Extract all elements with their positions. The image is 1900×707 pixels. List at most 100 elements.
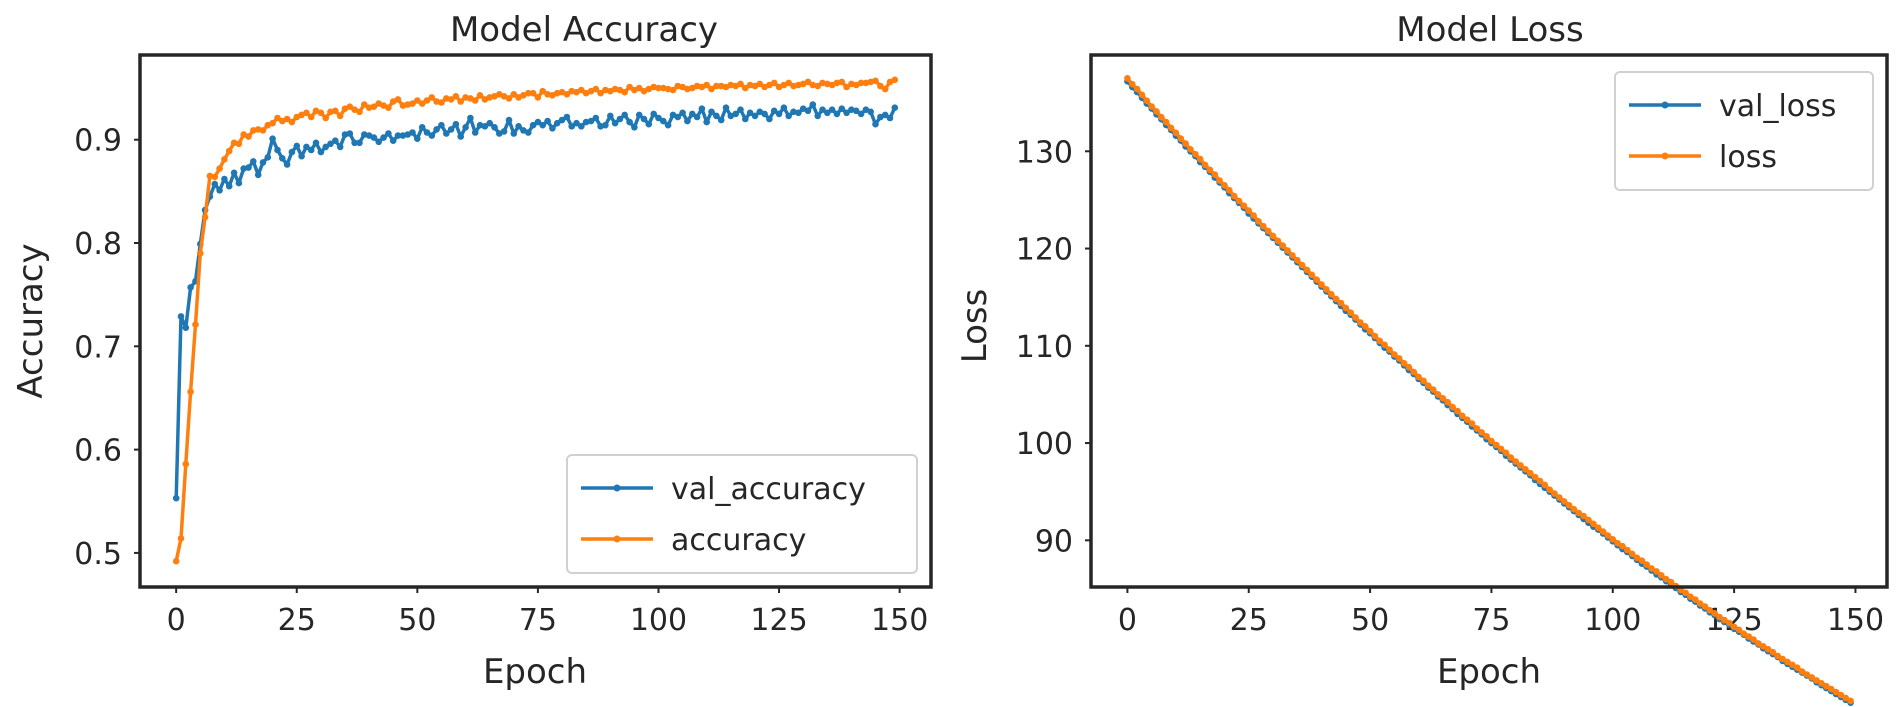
data-point	[346, 130, 354, 137]
data-point	[1517, 462, 1524, 469]
data-point	[385, 130, 392, 137]
data-point	[254, 171, 262, 179]
data-point	[1235, 197, 1243, 205]
data-point	[1721, 616, 1728, 624]
data-point	[375, 138, 383, 146]
data-point	[746, 81, 754, 89]
data-point	[505, 95, 513, 102]
data-point	[891, 76, 899, 84]
data-point	[1570, 505, 1578, 513]
data-point	[1740, 630, 1748, 637]
x-tick-label: 100	[630, 603, 687, 638]
data-point	[510, 130, 518, 137]
data-point	[838, 105, 846, 112]
legend-label: loss	[1719, 140, 1777, 175]
data-point	[245, 164, 252, 171]
data-point	[1226, 186, 1233, 194]
data-point	[245, 133, 252, 140]
data-point	[1459, 412, 1466, 420]
data-point	[1837, 691, 1845, 699]
data-point	[1386, 346, 1393, 354]
data-point	[621, 111, 628, 119]
y-tick-label: 0.7	[74, 330, 122, 365]
legend-label: val_accuracy	[671, 472, 866, 507]
data-point	[582, 118, 590, 126]
data-point	[655, 114, 662, 122]
data-point	[177, 313, 185, 320]
data-point	[1357, 319, 1364, 326]
data-point	[785, 112, 792, 120]
series-accuracy	[172, 76, 899, 565]
data-point	[674, 113, 682, 121]
data-point	[881, 111, 889, 119]
legend-swatch-marker	[1661, 152, 1669, 160]
data-point	[1793, 664, 1801, 671]
y-tick-label: 110	[1016, 330, 1073, 365]
data-point	[418, 100, 426, 107]
data-point	[1784, 658, 1791, 666]
data-point	[1420, 377, 1427, 385]
series-val_accuracy	[172, 101, 899, 502]
data-point	[587, 117, 595, 125]
data-point	[814, 82, 821, 90]
data-point	[891, 104, 899, 111]
data-point	[611, 119, 619, 127]
data-point	[650, 110, 657, 118]
data-point	[1153, 108, 1160, 115]
data-point	[833, 110, 841, 118]
data-point	[1522, 466, 1529, 473]
data-point	[1323, 286, 1330, 293]
data-point	[1211, 171, 1219, 178]
data-point	[737, 80, 744, 88]
y-tick-label: 100	[1016, 427, 1073, 462]
data-point	[549, 125, 556, 132]
data-point	[626, 83, 633, 91]
data-point	[1313, 276, 1320, 284]
y-tick-label: 0.6	[74, 434, 122, 469]
data-point	[1527, 469, 1534, 477]
data-point	[1628, 550, 1636, 558]
data-point	[1716, 613, 1723, 621]
data-point	[1818, 680, 1825, 687]
data-point	[525, 129, 532, 136]
data-point	[206, 172, 214, 180]
data-point	[1580, 512, 1587, 520]
x-tick-label: 150	[871, 603, 928, 638]
data-point	[1803, 671, 1811, 678]
data-point	[1187, 146, 1194, 153]
data-point	[1745, 633, 1752, 640]
data-point	[225, 182, 233, 190]
data-point	[225, 147, 233, 155]
legend-swatch-marker	[613, 484, 621, 492]
data-point	[1468, 420, 1476, 427]
data-point	[1395, 355, 1403, 362]
data-point	[790, 82, 797, 90]
data-point	[1774, 652, 1782, 660]
data-point	[1546, 486, 1553, 494]
data-point	[534, 118, 542, 126]
data-point	[1847, 697, 1854, 705]
data-point	[814, 112, 821, 120]
legend-box	[566, 454, 918, 574]
data-point	[737, 106, 744, 113]
legend-swatch-marker	[1661, 101, 1669, 109]
data-point	[471, 129, 479, 136]
data-point	[1415, 373, 1422, 381]
data-point	[1250, 212, 1257, 219]
data-point	[1429, 386, 1437, 393]
data-point	[1706, 607, 1714, 614]
data-point	[790, 108, 797, 116]
x-tick-label: 75	[1472, 603, 1510, 638]
data-point	[703, 81, 710, 89]
data-point	[1832, 688, 1840, 696]
y-tick-label: 0.9	[74, 124, 122, 159]
data-point	[529, 89, 537, 97]
data-point	[250, 127, 257, 134]
data-point	[1284, 247, 1291, 254]
y-tick-label: 130	[1016, 135, 1073, 170]
tick-layer: 0 25 50 75 100 125 150 90 100 110 120 130	[1016, 135, 1884, 638]
data-point	[626, 118, 633, 126]
data-point	[1434, 391, 1442, 398]
data-point	[843, 83, 850, 91]
data-point	[877, 82, 884, 90]
